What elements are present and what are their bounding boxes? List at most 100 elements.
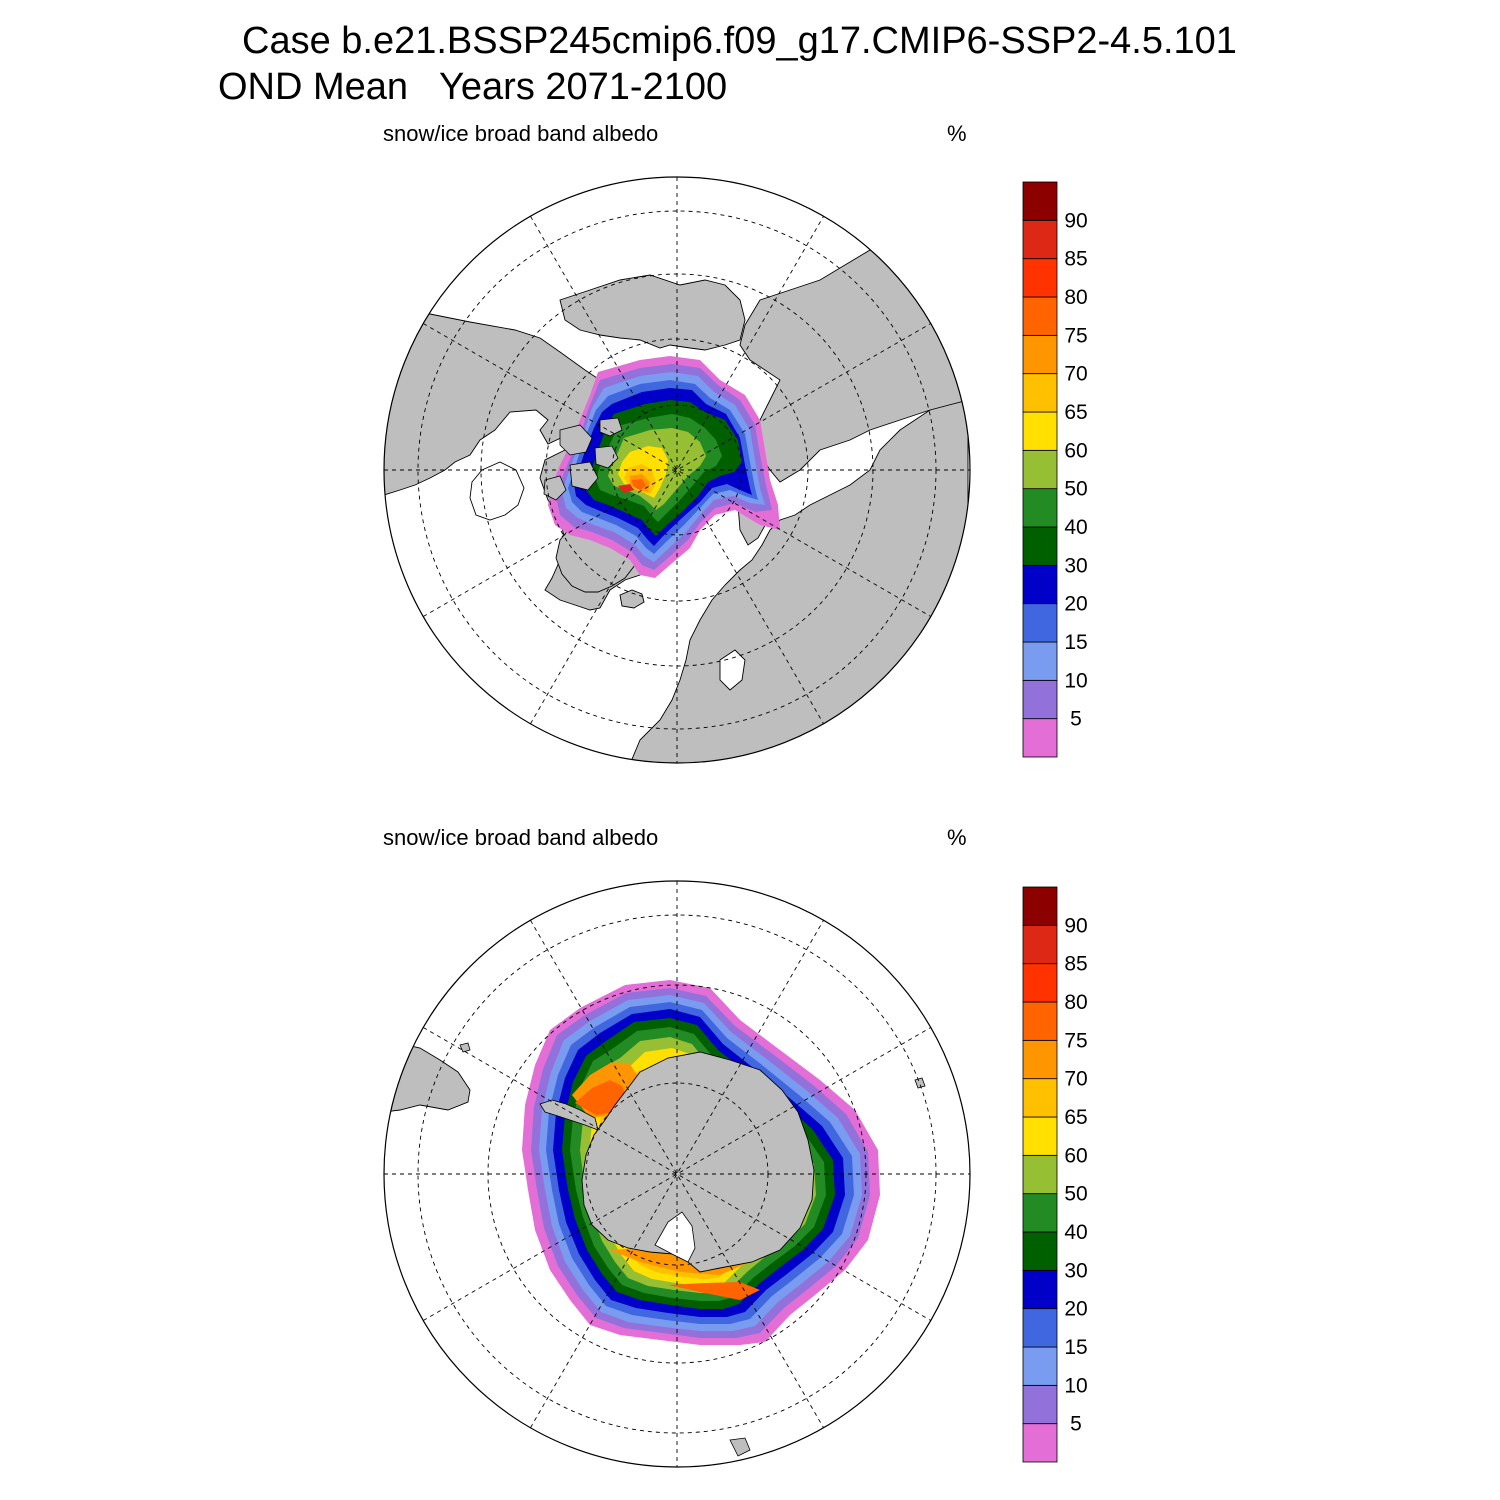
north-colorbar-tick-label: 90 xyxy=(1064,209,1087,232)
north-colorbar-tick-label: 15 xyxy=(1064,631,1087,654)
north-ice-band-90 xyxy=(618,484,634,493)
south-map-border xyxy=(383,880,971,1468)
iceland xyxy=(619,589,645,609)
south-colorbar-tick-label: 90 xyxy=(1064,914,1087,937)
north-colorbar-tick-label: 30 xyxy=(1064,554,1087,577)
north-colorbar-box-13 xyxy=(1022,219,1058,260)
north-graticule xyxy=(384,177,970,763)
north-colorbar-box-0 xyxy=(1022,718,1058,758)
south-colorbar-tick-label: 65 xyxy=(1064,1106,1087,1129)
north-colorbar-box-9 xyxy=(1022,373,1058,413)
north-colorbar-box-7 xyxy=(1022,449,1058,490)
south-colorbar-tick-label: 60 xyxy=(1064,1144,1087,1167)
north-colorbar-box-11 xyxy=(1022,296,1058,336)
archipelago-island-1 xyxy=(559,424,593,456)
south-colorbar-box-13 xyxy=(1022,924,1058,965)
north-meridian-150 xyxy=(530,216,824,724)
canadian-archipelago xyxy=(543,417,623,501)
south-colorbar-tick-label: 5 xyxy=(1070,1413,1082,1436)
south-meridian-150 xyxy=(530,920,824,1428)
south-island-2 xyxy=(914,1077,926,1089)
south-colorbar-tick-label: 10 xyxy=(1064,1374,1087,1397)
north-panel-field-label: snow/ice broad band albedo xyxy=(383,121,659,146)
north-colorbar-tick-label: 20 xyxy=(1064,593,1087,616)
south-colorbar-tick-label: 75 xyxy=(1064,1029,1087,1052)
south-colorbar-tick-label: 20 xyxy=(1064,1298,1087,1321)
north-colorbar-tick-label: 40 xyxy=(1064,516,1087,539)
south-colorbar-box-12 xyxy=(1022,963,1058,1003)
north-colorbar-tick-label: 60 xyxy=(1064,439,1087,462)
south-colorbar-box-2 xyxy=(1022,1346,1058,1386)
archipelago-island-4 xyxy=(543,475,567,501)
ross-sea-ice-shelf xyxy=(654,1211,696,1263)
north-colorbar-box-4 xyxy=(1022,564,1058,605)
south-island-1 xyxy=(459,1042,471,1053)
south-colorbar-box-9 xyxy=(1022,1078,1058,1118)
north-colorbar-tick-label: 80 xyxy=(1064,286,1087,309)
south-meridian-30 xyxy=(530,920,824,1428)
north-colorbar-box-2 xyxy=(1022,641,1058,681)
hudson-bay xyxy=(469,461,525,521)
north-colorbar-tick-label: 75 xyxy=(1064,324,1087,347)
south-colorbar-tick-label: 15 xyxy=(1064,1336,1087,1359)
south-colorbar-box-11 xyxy=(1022,1001,1058,1041)
north-colorbar-box-5 xyxy=(1022,526,1058,566)
north-colorbar-box-6 xyxy=(1022,488,1058,528)
figure-title-line-2: OND Mean Years 2071-2100 xyxy=(218,66,728,108)
north-colorbar-box-12 xyxy=(1022,258,1058,298)
north-colorbar-box-10 xyxy=(1022,334,1058,375)
south-colorbar-box-0 xyxy=(1022,1423,1058,1463)
north-map-border xyxy=(383,176,971,764)
figure-title-line-1: Case b.e21.BSSP245cmip6.f09_g17.CMIP6-SS… xyxy=(242,20,1237,62)
north-colorbar-tick-label: 65 xyxy=(1064,401,1087,424)
north-meridian-30 xyxy=(530,216,824,724)
south-map-content xyxy=(384,881,970,1467)
south-colorbar-tick-label: 80 xyxy=(1064,991,1087,1014)
north-colorbar-box-14 xyxy=(1022,181,1058,221)
south-colorbar-box-6 xyxy=(1022,1193,1058,1233)
north-colorbar-tick-label: 85 xyxy=(1064,248,1087,271)
north-colorbar: 5 10 15 20 30 40 50 60 65 70 75 80 85 90 xyxy=(1022,181,1088,758)
south-colorbar-box-4 xyxy=(1022,1269,1058,1310)
south-colorbar-tick-label: 85 xyxy=(1064,953,1087,976)
north-map-content xyxy=(384,177,970,763)
south-graticule xyxy=(384,881,970,1467)
south-colorbar-box-10 xyxy=(1022,1039,1058,1080)
north-colorbar-tick-label: 10 xyxy=(1064,669,1087,692)
south-colorbar-tick-label: 70 xyxy=(1064,1068,1087,1091)
north-meridian-60 xyxy=(423,323,931,617)
archipelago-island-3 xyxy=(569,461,599,491)
north-meridian-120 xyxy=(423,323,931,617)
south-panel-units-label: % xyxy=(947,825,967,850)
north-colorbar-tick-label: 50 xyxy=(1064,478,1087,501)
north-polar-map xyxy=(383,176,971,764)
south-colorbar-tick-label: 50 xyxy=(1064,1183,1087,1206)
north-colorbar-tick-label: 5 xyxy=(1070,708,1082,731)
south-colorbar-tick-label: 40 xyxy=(1064,1221,1087,1244)
antarctica xyxy=(581,1051,815,1273)
north-colorbar-tick-label: 70 xyxy=(1064,363,1087,386)
eurasia-landmass xyxy=(629,394,969,763)
south-colorbar-box-1 xyxy=(1022,1384,1058,1425)
north-ice-band-80 xyxy=(632,479,646,490)
south-colorbar: 5 10 15 20 30 40 50 60 65 70 75 80 85 90 xyxy=(1022,886,1088,1463)
archipelago-island-5 xyxy=(599,417,623,437)
south-panel-field-label: snow/ice broad band albedo xyxy=(383,825,659,850)
north-colorbar-box-1 xyxy=(1022,679,1058,720)
south-colorbar-box-5 xyxy=(1022,1231,1058,1271)
south-colorbar-box-7 xyxy=(1022,1154,1058,1195)
south-colorbar-tick-label: 30 xyxy=(1064,1259,1087,1282)
south-colorbar-box-14 xyxy=(1022,886,1058,926)
north-top-coast xyxy=(559,274,746,351)
south-island-3 xyxy=(729,1437,751,1457)
south-colorbar-box-8 xyxy=(1022,1116,1058,1156)
south-ice-band-80 xyxy=(575,1080,760,1300)
south-meridian-120 xyxy=(423,1027,931,1321)
antarctic-peninsula xyxy=(539,1099,599,1131)
south-meridian-60 xyxy=(423,1027,931,1321)
north-panel-units-label: % xyxy=(947,121,967,146)
north-colorbar-box-3 xyxy=(1022,603,1058,643)
south-polar-map xyxy=(383,880,971,1468)
south-colorbar-box-3 xyxy=(1022,1308,1058,1348)
